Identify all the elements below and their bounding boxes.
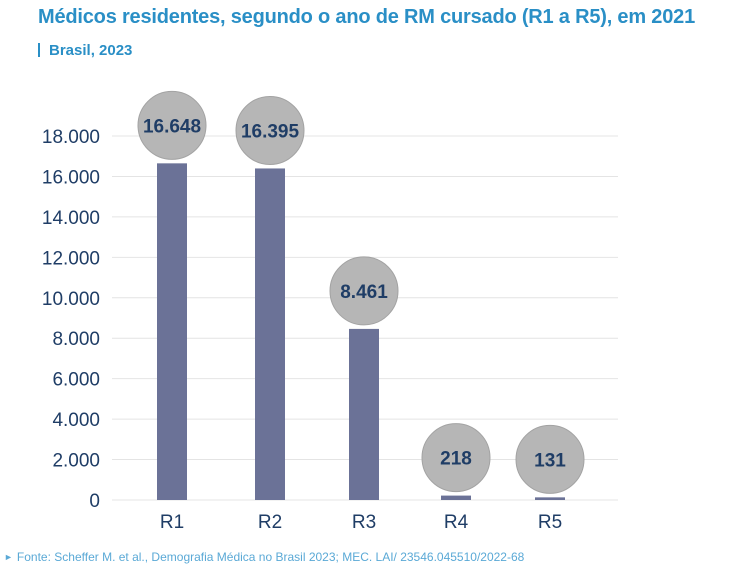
y-tick-label: 14.000 — [42, 208, 100, 229]
y-tick-label: 4.000 — [52, 410, 100, 431]
value-bubble — [329, 256, 399, 326]
data-label: 218 — [440, 449, 472, 470]
bar — [349, 328, 379, 500]
y-tick-label: 2.000 — [52, 451, 100, 472]
x-tick-label: R2 — [258, 512, 282, 533]
y-tick-label: 8.000 — [52, 329, 100, 350]
x-tick-label: R1 — [160, 512, 184, 533]
value-bubble — [421, 423, 491, 493]
data-label: 8.461 — [340, 282, 388, 303]
y-tick-label: 6.000 — [52, 370, 100, 391]
x-tick-label: R5 — [538, 512, 562, 533]
source-note: ► Fonte: Scheffer M. et al., Demografia M… — [4, 550, 524, 564]
source-text: Fonte: Scheffer M. et al., Demografia Mé… — [16, 550, 525, 564]
chart-title: Médicos residentes, segundo o ano de RM … — [38, 6, 695, 28]
y-tick-label: 10.000 — [42, 289, 100, 310]
bar — [157, 163, 187, 500]
data-label: 16.648 — [143, 116, 201, 137]
chart-subtitle: Brasil, 2023 — [38, 42, 132, 59]
subtitle-marker — [38, 43, 40, 57]
y-tick-label: 18.000 — [42, 127, 100, 148]
y-tick-label: 0 — [89, 491, 100, 512]
bar — [441, 495, 471, 500]
y-tick-label: 16.000 — [42, 167, 100, 188]
bar — [535, 497, 565, 500]
data-label: 16.395 — [241, 121, 300, 142]
bar — [255, 168, 285, 500]
value-bubble — [137, 90, 207, 160]
x-tick-label: R4 — [444, 512, 469, 533]
y-tick-label: 12.000 — [42, 248, 100, 269]
subtitle-text: Brasil, 2023 — [49, 42, 133, 59]
source-arrow-icon: ► — [4, 552, 13, 562]
value-bubble — [235, 95, 305, 165]
x-tick-label: R3 — [352, 512, 376, 533]
data-label: 131 — [534, 450, 566, 471]
value-bubble — [515, 424, 585, 494]
